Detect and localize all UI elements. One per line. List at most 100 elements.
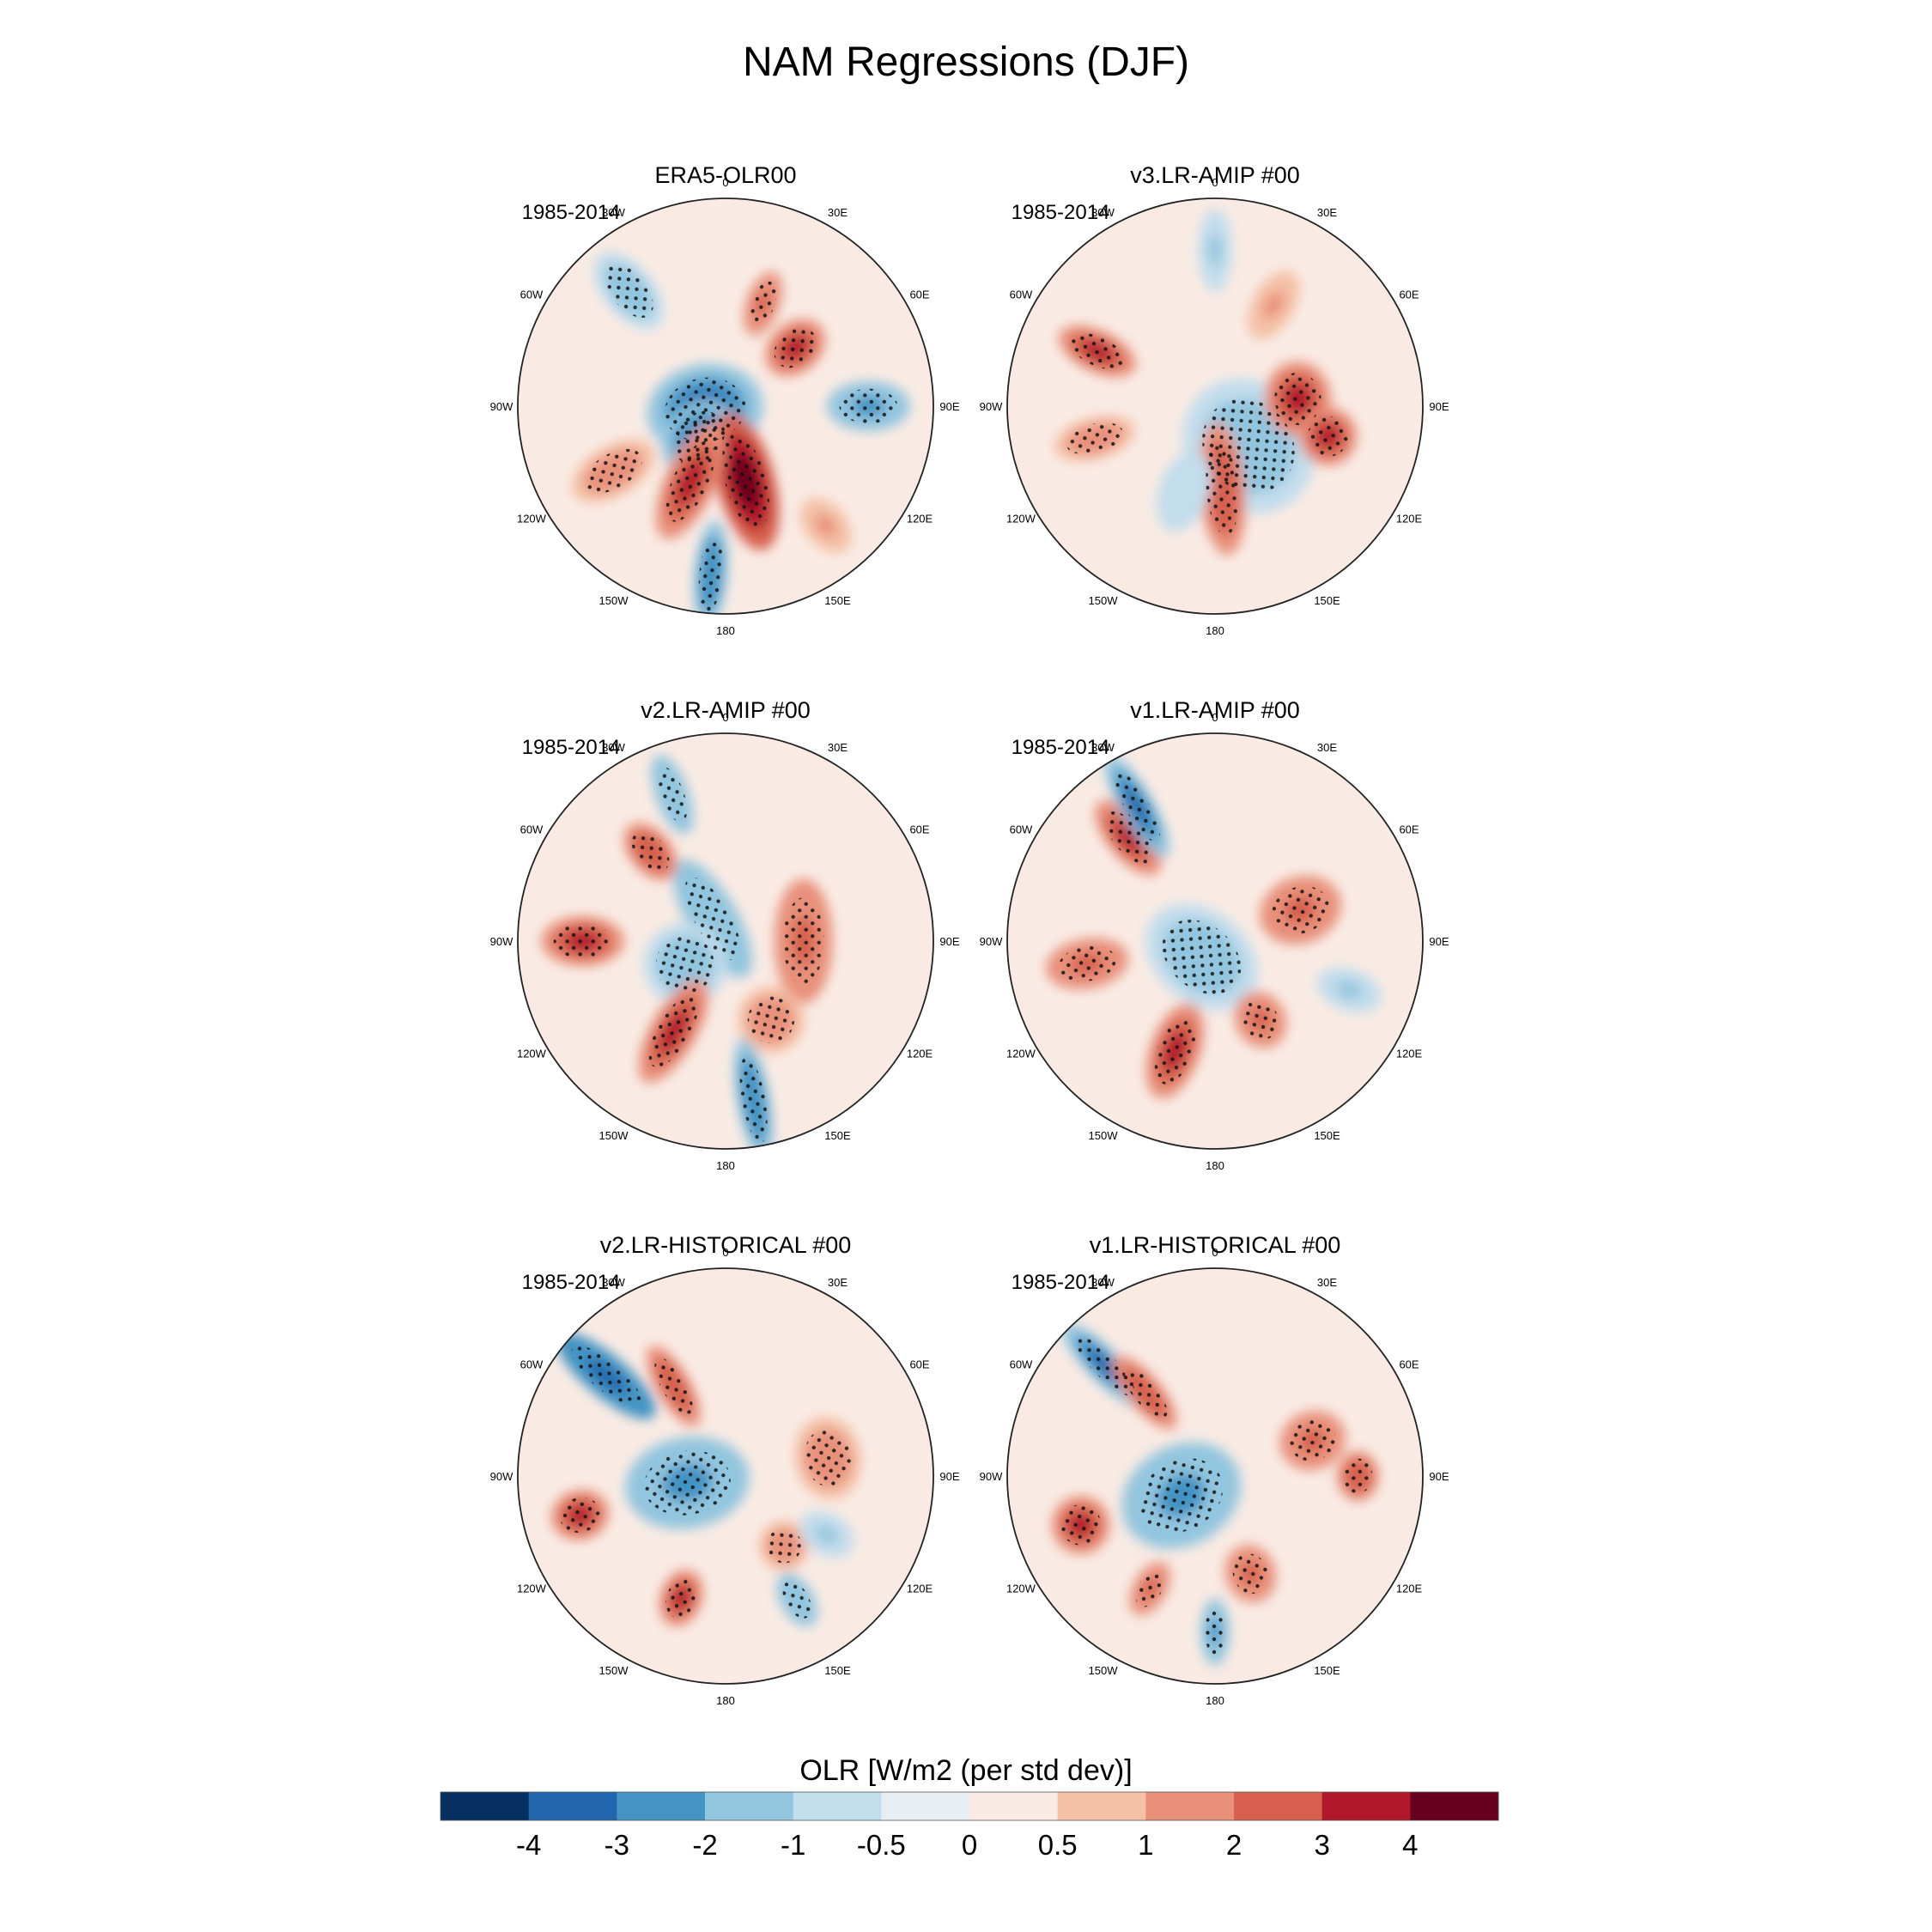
anomaly-field <box>1007 1268 1423 1684</box>
anomaly-region <box>1208 234 1222 267</box>
colorbar-tick-label: 2 <box>1226 1829 1242 1861</box>
colorbar-tick-label: -4 <box>516 1829 541 1861</box>
significance-stipple <box>1154 1018 1196 1084</box>
longitude-label: 30W <box>1091 1276 1115 1289</box>
colorbar-frame <box>440 1791 1499 1821</box>
panel-title: v1.LR-HISTORICAL #00 <box>1090 1232 1341 1258</box>
significance-stipple <box>665 1578 697 1619</box>
longitude-label: 180 <box>716 624 735 637</box>
colorbar-tick-label: -3 <box>605 1829 629 1861</box>
longitude-label: 120E <box>1396 1583 1423 1595</box>
map-boundary <box>517 197 934 615</box>
colorbar-tick-label: 0 <box>962 1829 977 1861</box>
longitude-label: 60W <box>520 823 544 836</box>
map-boundary <box>1006 1267 1424 1685</box>
colorbar-tick-label: 3 <box>1314 1829 1329 1861</box>
significance-stipple <box>1070 333 1125 370</box>
longitude-label: 60W <box>1010 289 1033 301</box>
colorbar-box <box>1145 1792 1235 1820</box>
colorbar-box <box>969 1792 1059 1820</box>
colorbar-tick-labels: -4 -3 -2 -1 -0.5 0 0.5 1 2 3 4 <box>516 1829 1419 1861</box>
longitude-label: 90W <box>980 935 1003 948</box>
longitude-label: 30E <box>1317 206 1337 219</box>
longitude-label: 60E <box>1399 1358 1419 1371</box>
panel-title: v3.LR-AMIP #00 <box>1130 162 1300 188</box>
longitude-label: 60W <box>520 289 544 301</box>
longitude-label: 150E <box>824 1664 851 1677</box>
significance-stipple <box>1206 442 1239 536</box>
significance-stipple <box>584 448 642 494</box>
longitude-label: 90E <box>1429 400 1449 413</box>
longitude-label: 30W <box>1091 741 1115 754</box>
map-boundary <box>1006 197 1424 615</box>
longitude-label: 180 <box>1206 1694 1224 1707</box>
longitude-label: 150W <box>599 1664 629 1677</box>
longitude-label: 150W <box>1089 594 1119 607</box>
map-panel: v2.LR-AMIP #00 1985-2014 180 150E 120E 90E 60E… <box>490 697 960 1172</box>
significance-stipple <box>648 994 699 1067</box>
colorbar-box <box>1234 1792 1323 1820</box>
anomaly-region <box>1173 475 1195 508</box>
significance-stipple <box>655 935 714 994</box>
longitude-label: 90W <box>490 1470 513 1483</box>
longitude-label: 90W <box>490 400 513 413</box>
significance-stipple <box>631 831 670 872</box>
colorbar-tick-label: 4 <box>1402 1829 1418 1861</box>
longitude-label: 60E <box>909 289 929 301</box>
anomaly-region <box>1336 981 1363 999</box>
significance-stipple <box>722 433 769 530</box>
significance-stipple <box>783 897 824 985</box>
colorbar-tick-label: 0.5 <box>1038 1829 1078 1861</box>
longitude-label: 150E <box>1314 1129 1340 1142</box>
longitude-label: 120W <box>517 1048 547 1060</box>
longitude-label: 180 <box>716 1159 735 1172</box>
longitude-label: 60W <box>1010 823 1033 836</box>
longitude-label: 30E <box>1317 1276 1337 1289</box>
significance-stipple <box>747 996 795 1043</box>
longitude-label: 60W <box>520 1358 544 1371</box>
colorbar-box <box>705 1792 794 1820</box>
significance-stipple <box>643 1450 731 1516</box>
significance-stipple <box>774 327 817 368</box>
colorbar-box <box>617 1792 706 1820</box>
longitude-label: 90W <box>980 400 1003 413</box>
colorbar-label: OLR [W/m2 (per std dev)] <box>799 1754 1132 1787</box>
colorbar-box <box>1321 1792 1411 1820</box>
longitude-label: 120E <box>907 1048 933 1060</box>
longitude-label: 0 <box>722 1246 728 1259</box>
longitude-label: 150E <box>1314 1664 1340 1677</box>
significance-stipple <box>749 281 777 326</box>
anomaly-field <box>1007 198 1423 614</box>
significance-stipple <box>1122 1366 1168 1419</box>
anomaly-region <box>816 1525 838 1544</box>
map-panel: ERA5-OLR00 1985-2014 180 150E 120E 90E 60E 30E 0… <box>490 162 960 637</box>
colorbar-box <box>440 1792 530 1820</box>
longitude-label: 90W <box>490 935 513 948</box>
significance-stipple <box>782 1581 811 1619</box>
anomaly-region <box>1262 291 1285 319</box>
significance-stipple <box>1058 945 1116 982</box>
longitude-label: 150W <box>1089 1129 1119 1142</box>
longitude-label: 120E <box>907 513 933 526</box>
significance-stipple <box>1060 1504 1102 1546</box>
longitude-label: 60W <box>1010 1358 1033 1371</box>
map-panel: v2.LR-HISTORICAL #00 1985-2014 180 150E 120E… <box>490 1232 960 1707</box>
period-label: 1985-2014 <box>1012 201 1110 224</box>
longitude-label: 0 <box>1212 711 1218 724</box>
significance-stipple <box>1343 1458 1373 1494</box>
longitude-label: 90E <box>939 400 959 413</box>
significance-stipple <box>1205 1608 1225 1656</box>
longitude-label: 150E <box>824 1129 851 1142</box>
longitude-label: 120W <box>1006 1048 1036 1060</box>
anomaly-field <box>518 198 933 614</box>
longitude-label: 60E <box>909 823 929 836</box>
significance-stipple <box>657 767 688 823</box>
colorbar-box <box>1057 1792 1146 1820</box>
longitude-label: 120W <box>517 1583 547 1595</box>
colorbar-tick-label: 1 <box>1138 1829 1153 1861</box>
colorbar-boxes <box>440 1791 1499 1821</box>
significance-stipple <box>1274 373 1321 426</box>
longitude-label: 0 <box>722 176 728 189</box>
longitude-label: 180 <box>716 1694 735 1707</box>
